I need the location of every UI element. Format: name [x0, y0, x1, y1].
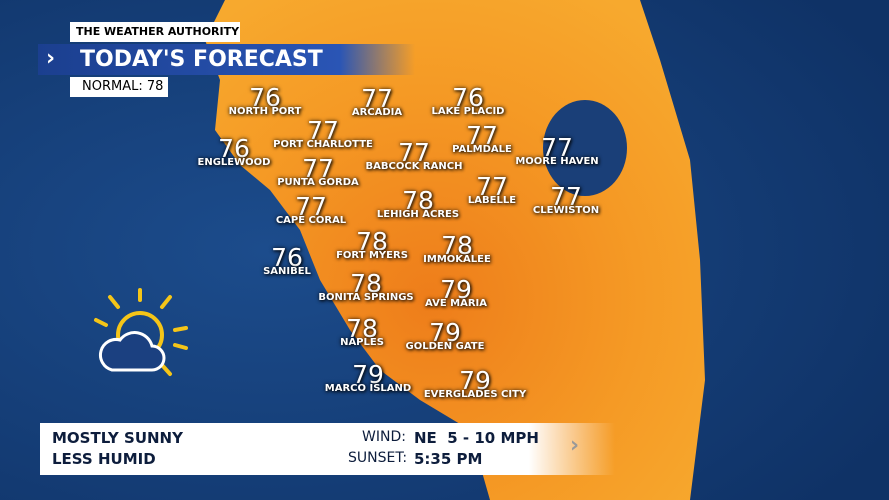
temperature: 79	[429, 318, 461, 347]
city-name: FORT MYERS	[336, 250, 408, 261]
temperature: 76	[452, 83, 484, 112]
weather-icon	[94, 288, 188, 376]
temperature: 77	[398, 138, 430, 167]
city-name: PUNTA GORDA	[277, 177, 359, 188]
temperature: 76	[218, 134, 250, 163]
city-name: PALMDALE	[452, 144, 512, 155]
temperature: 78	[350, 269, 382, 298]
normal-temp: NORMAL: 78	[70, 77, 168, 97]
temperature: 76	[249, 83, 281, 112]
chevron: ›	[570, 433, 580, 458]
city-name: BABCOCK RANCH	[365, 161, 463, 172]
condition: LESS HUMID	[52, 450, 156, 468]
city: 77 BABCOCK RANCH	[366, 140, 463, 172]
city-name: LABELLE	[467, 195, 517, 206]
cloud-icon	[99, 331, 166, 372]
city: 77 CAPE CORAL	[276, 194, 346, 226]
wind: NE 5 - 10 MPH	[414, 429, 539, 447]
temperature: 77	[476, 172, 508, 201]
temperature: 77	[361, 84, 393, 113]
temperature: 77	[541, 133, 573, 162]
temperature: 77	[550, 182, 582, 211]
brand: THE WEATHER AUTHORITY	[70, 22, 240, 42]
city: 77 PORT CHARLOTTE	[273, 118, 373, 150]
sunset-label: SUNSET:	[348, 450, 408, 466]
sunset: 5:35 PM	[414, 450, 483, 468]
temperature: 77	[307, 116, 339, 145]
city: 78 NAPLES	[340, 316, 384, 348]
city-name: IMMOKALEE	[423, 254, 491, 265]
city-name: PORT CHARLOTTE	[273, 139, 373, 150]
city: 77 ARCADIA	[352, 86, 402, 118]
temperature: 77	[295, 192, 327, 221]
city: 77 PUNTA GORDA	[277, 156, 359, 188]
temperature: 78	[402, 186, 434, 215]
city-name: LEHIGH ACRES	[376, 209, 460, 220]
lake-okeechobee	[543, 100, 627, 196]
temperature: 78	[356, 227, 388, 256]
city: 77 LABELLE	[468, 174, 516, 206]
city: 78 LEHIGH ACRES	[377, 188, 459, 220]
temperature: 77	[466, 121, 498, 150]
city-name: NORTH PORT	[228, 106, 302, 117]
temperature: 78	[441, 231, 473, 260]
temperature: 78	[346, 314, 378, 343]
city: 79 EVERGLADES CITY	[424, 368, 526, 400]
city: 76 NORTH PORT	[229, 85, 302, 117]
footer-bar: MOSTLY SUNNY LESS HUMID WIND: NE 5 - 10 …	[40, 423, 615, 475]
city: 79 GOLDEN GATE	[406, 320, 485, 352]
city: 76 SANIBEL	[263, 245, 311, 277]
city-name: NAPLES	[340, 337, 384, 348]
temperature: 77	[302, 154, 334, 183]
city-name: MARCO ISLAND	[324, 383, 412, 394]
city-name: AVE MARIA	[425, 298, 487, 309]
title: TODAY'S FORECAST	[80, 47, 323, 72]
title-bar: › TODAY'S FORECAST	[38, 44, 415, 75]
city: 78 IMMOKALEE	[423, 233, 491, 265]
city: 77 CLEWISTON	[533, 184, 599, 216]
city: 79 AVE MARIA	[425, 277, 487, 309]
city-name: GOLDEN GATE	[405, 341, 485, 352]
city-name: MOORE HAVEN	[515, 156, 599, 167]
city: 78 BONITA SPRINGS	[318, 271, 413, 303]
city: 77 PALMDALE	[452, 123, 512, 155]
city-name: CAPE CORAL	[275, 215, 347, 226]
city-name: ENGLEWOOD	[197, 157, 271, 168]
city: 76 LAKE PLACID	[432, 85, 505, 117]
temperature: 79	[440, 275, 472, 304]
city: 78 FORT MYERS	[336, 229, 408, 261]
city-name: SANIBEL	[263, 266, 311, 277]
city-name: LAKE PLACID	[431, 106, 505, 117]
city-name: EVERGLADES CITY	[423, 389, 527, 400]
temperature: 79	[352, 360, 384, 389]
temperature: 79	[459, 366, 491, 395]
city-name: CLEWISTON	[532, 205, 600, 216]
city: 77 MOORE HAVEN	[515, 135, 598, 167]
chevron: ›	[46, 46, 56, 71]
temperature: 76	[271, 243, 303, 272]
wind-label: WIND:	[362, 429, 406, 445]
city-name: ARCADIA	[351, 107, 403, 118]
city: 79 MARCO ISLAND	[325, 362, 411, 394]
condition: MOSTLY SUNNY	[52, 429, 183, 447]
city-name: BONITA SPRINGS	[318, 292, 414, 303]
city: 76 ENGLEWOOD	[198, 136, 271, 168]
